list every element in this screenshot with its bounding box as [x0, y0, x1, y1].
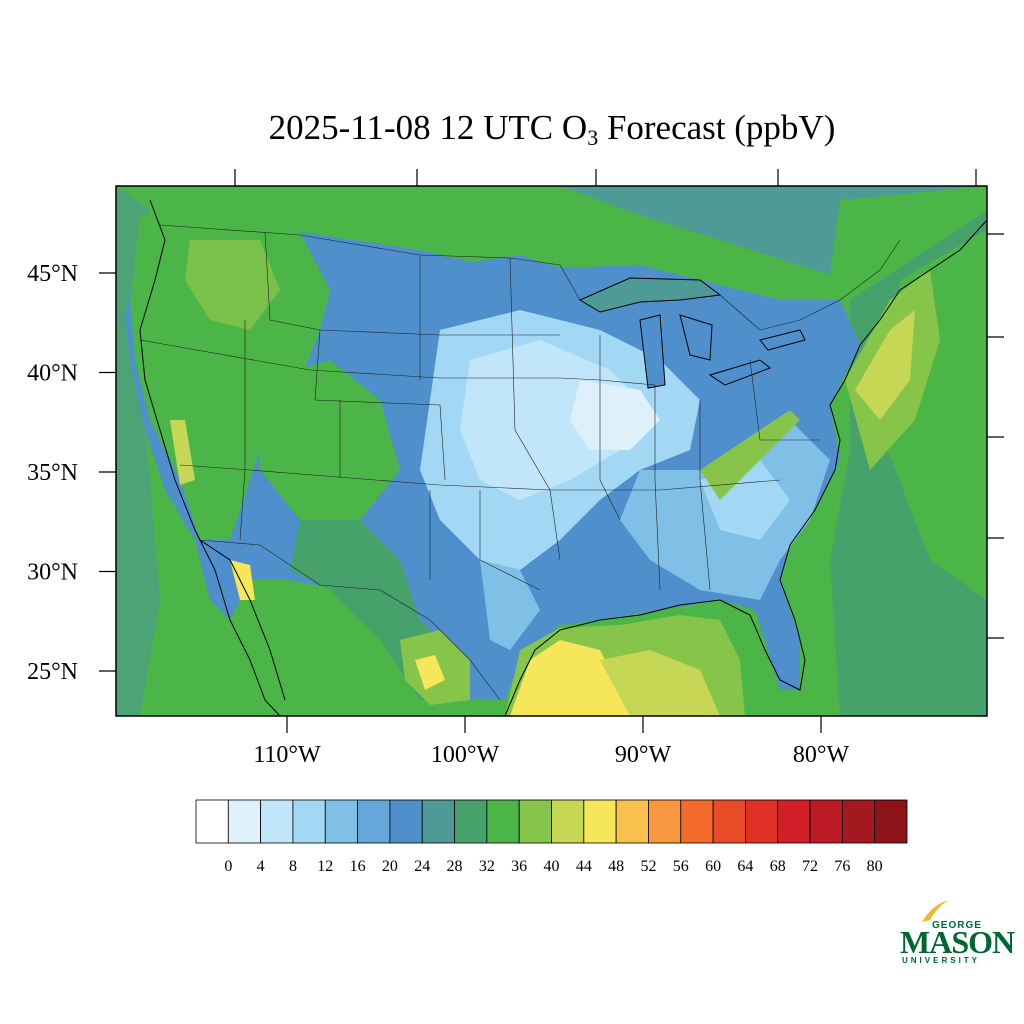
right-ticks: [987, 233, 1004, 639]
logo-swoosh-icon: [922, 900, 948, 922]
lat-label: 45°N: [27, 261, 78, 287]
colorbar-swatch: [841, 799, 876, 844]
colorbar-tick-label: 56: [673, 858, 689, 875]
colorbar-swatch: [227, 799, 262, 844]
title-suffix: Forecast (ppbV): [606, 108, 836, 147]
lon-label: 90°W: [615, 742, 672, 768]
colorbar-tick-label: 60: [705, 858, 721, 875]
lon-label: 80°W: [793, 742, 850, 768]
map-frame: [115, 185, 988, 717]
lat-label: 25°N: [27, 659, 78, 685]
colorbar-tick-label: 80: [867, 858, 883, 875]
colorbar-tick-label: 24: [414, 858, 430, 875]
colorbar-tick-label: 40: [544, 858, 560, 875]
colorbar-swatch: [809, 799, 843, 844]
colorbar-tick-label: 44: [576, 858, 592, 875]
lat-label: 40°N: [27, 361, 78, 387]
colorbar-swatch: [615, 799, 649, 844]
colorbar-swatch: [518, 799, 552, 844]
colorbar-tick-label: 76: [834, 858, 850, 875]
lon-label: 100°W: [431, 742, 500, 768]
logo-line2: MASON: [900, 924, 1015, 960]
colorbar-swatch: [745, 799, 779, 844]
title-hour: 12 UTC: [439, 108, 554, 147]
colorbar-swatch: [421, 799, 455, 844]
longitude-axis: 110°W 100°W 90°W 80°W: [253, 716, 849, 768]
lat-label: 35°N: [27, 460, 78, 486]
colorbar-tick-label: 52: [640, 858, 656, 875]
logo-line3: UNIVERSITY: [902, 956, 981, 965]
colorbar-swatch: [680, 799, 714, 844]
colorbar-tick-label: 8: [289, 858, 297, 875]
logo-line1: GEORGE: [932, 920, 982, 931]
george-mason-logo: GEORGE MASON UNIVERSITY: [896, 898, 1015, 970]
colorbar-tick-label: 68: [770, 858, 786, 875]
colorbar-tick-label: 72: [802, 858, 818, 875]
title-date: 2025-11-08: [268, 108, 431, 147]
colorbar-swatch: [648, 799, 682, 844]
colorbar-tick-label: 32: [479, 858, 495, 875]
lon-label: 110°W: [253, 742, 321, 768]
colorbar-swatch: [486, 799, 520, 844]
colorbar-tick-label: 12: [317, 858, 333, 875]
colorbar-tick-label: 20: [382, 858, 398, 875]
top-ticks: [234, 169, 977, 186]
title-species: O3: [561, 108, 599, 150]
colorbar-swatch: [357, 799, 391, 844]
colorbar-swatch: [874, 799, 908, 844]
colorbar-tick-label: 16: [350, 858, 366, 875]
map-title: 2025-11-08 12 UTC O3 Forecast (ppbV): [0, 108, 1024, 150]
colorbar-tick-label: 48: [608, 858, 624, 875]
latitude-axis: 45°N 40°N 35°N 30°N 25°N: [27, 261, 116, 685]
colorbar-swatch: [324, 799, 358, 844]
colorbar-swatch: [583, 799, 617, 844]
lat-label: 30°N: [27, 560, 78, 586]
colorbar-tick-label: 64: [737, 858, 753, 875]
colorbar-tick-label: 4: [257, 858, 265, 875]
colorbar-tick-label: 28: [447, 858, 463, 875]
colorbar-swatch: [389, 799, 423, 844]
colorbar-swatch: [712, 799, 746, 844]
colorbar-swatch: [195, 799, 229, 844]
colorbar-swatch: [551, 799, 585, 844]
colorbar-swatch: [260, 799, 294, 844]
colorbar: 0 4 8 12 16 20 24 28 32 36 40 44 48 52 56 60 64 68 72 76 80: [195, 799, 908, 875]
colorbar-swatch: [454, 799, 488, 844]
colorbar-tick-label: 36: [511, 858, 527, 875]
colorbar-swatch: [292, 799, 326, 844]
colorbar-swatch: [777, 799, 811, 844]
colorbar-tick-label: 0: [224, 858, 232, 875]
map-panel: [116, 186, 987, 716]
